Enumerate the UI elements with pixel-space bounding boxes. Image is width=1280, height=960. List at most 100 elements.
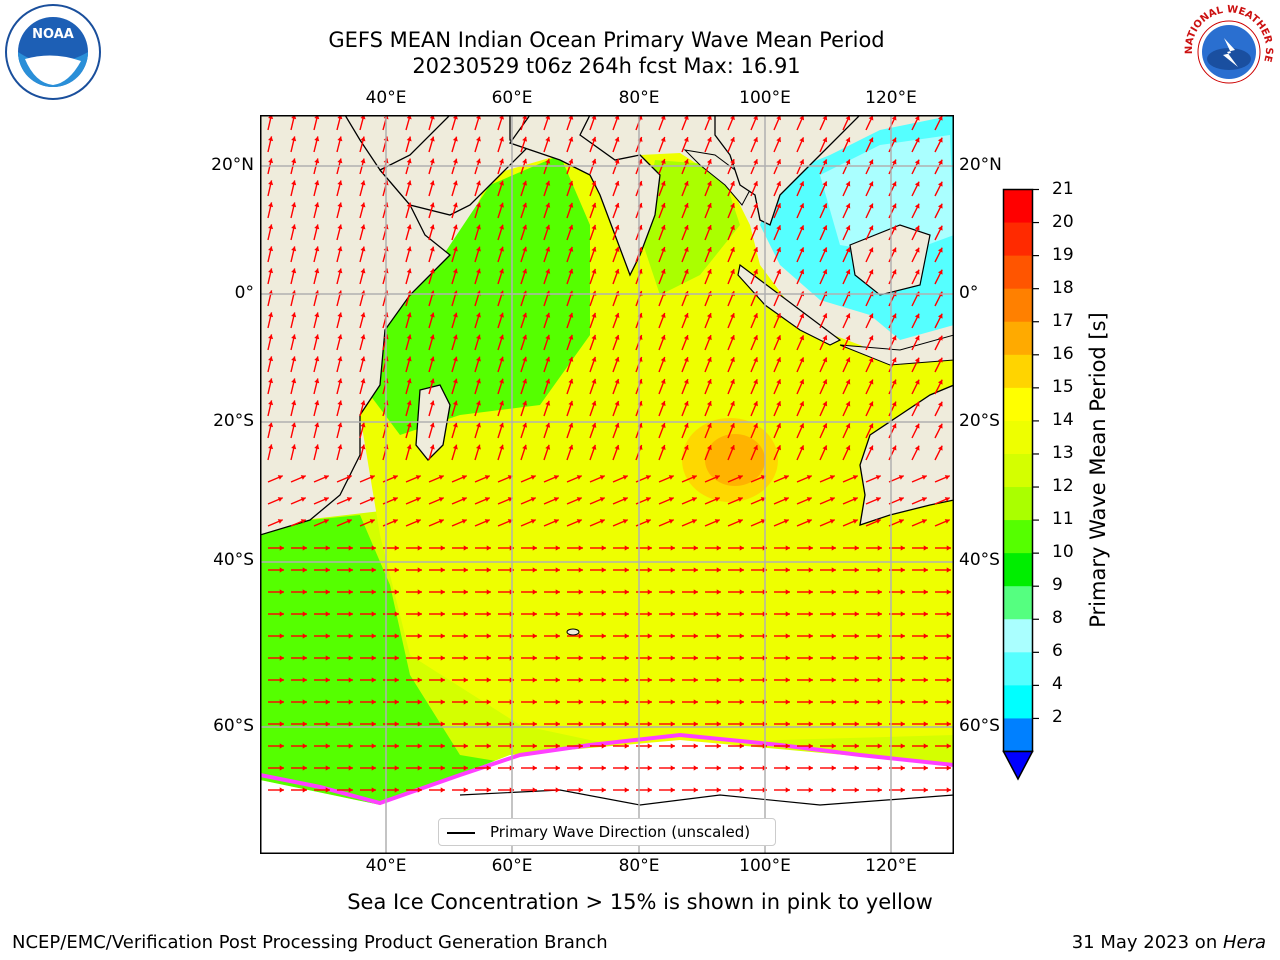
wave-arrow-head (601, 699, 606, 705)
wave-arrow-head (739, 633, 744, 639)
wave-arrow-head (921, 497, 927, 502)
wave-arrow-head (637, 225, 643, 230)
wave-arrow-head (279, 721, 284, 727)
wave-arrow-head (484, 475, 490, 480)
wave-arrow-head (691, 519, 697, 524)
wave-arrow-head (914, 225, 920, 231)
wave-arrow-head (601, 545, 606, 551)
wave-arrow-head (799, 115, 805, 121)
wave-arrow-head (937, 203, 943, 209)
wave-arrow-head (337, 268, 343, 274)
wave-arrow-head (808, 787, 813, 793)
wave-arrow-head (499, 136, 504, 142)
wave-arrow-head (808, 589, 813, 595)
colorbar-swatch (1003, 387, 1033, 422)
wave-arrow-head (346, 519, 352, 524)
wave-arrow-head (716, 589, 721, 595)
wave-arrow-head (291, 356, 297, 362)
wave-arrow-head (783, 519, 789, 524)
wave-arrow-head (392, 519, 398, 524)
wave-arrow-head (776, 225, 782, 231)
wave-arrow-head (337, 158, 343, 164)
wave-arrow-head (660, 379, 666, 384)
wave-arrow-head (693, 655, 698, 661)
wave-arrow-head (463, 787, 468, 793)
wave-arrow-head (291, 378, 297, 384)
wave-arrow-head (776, 181, 782, 187)
wave-arrow-head (325, 765, 330, 771)
wave-arrow-head (914, 401, 920, 407)
chart-subtitle: 20230529 t06z 264h fcst Max: 16.91 (412, 54, 801, 78)
wave-arrow-head (325, 787, 330, 793)
wave-arrow-head (647, 633, 652, 639)
wave-arrow-head (325, 611, 330, 617)
wave-arrow-head (314, 444, 320, 450)
wave-arrow-head (532, 633, 537, 639)
wave-arrow-head (394, 655, 399, 661)
wave-arrow-head (475, 136, 481, 142)
wave-arrow-head (568, 158, 574, 164)
wave-arrow-head (440, 545, 445, 551)
wave-arrow-head (891, 247, 897, 253)
wave-arrow-head (944, 519, 950, 524)
wave-arrow-head (660, 247, 666, 252)
wave-arrow-head (499, 158, 504, 164)
wave-arrow-head (417, 765, 422, 771)
wave-arrow-head (360, 268, 366, 274)
wave-arrow-head (360, 202, 366, 208)
wave-arrow-head (946, 787, 951, 793)
wave-arrow-head (532, 545, 537, 551)
wave-arrow-head (877, 787, 882, 793)
wave-arrow-head (808, 699, 813, 705)
wave-arrow-head (429, 136, 435, 142)
wave-arrow-head (706, 423, 712, 429)
left-lat-label: 60°S (213, 716, 254, 736)
wave-arrow-head (706, 357, 712, 363)
wave-arrow-head (822, 401, 828, 407)
wave-arrow-head (591, 246, 597, 252)
wave-arrow-head (637, 137, 643, 142)
wave-arrow-head (555, 545, 560, 551)
wave-arrow-head (325, 721, 330, 727)
wave-arrow-head (532, 567, 537, 573)
wave-arrow-head (360, 158, 366, 164)
wave-arrow-head (753, 247, 758, 253)
wave-arrow-head (776, 137, 782, 143)
wave-arrow-head (568, 422, 574, 428)
wave-arrow-head (822, 335, 828, 341)
colorbar (1002, 188, 1039, 781)
wave-arrow-head (568, 246, 574, 252)
wave-arrow-head (268, 334, 274, 340)
wave-arrow-head (499, 268, 504, 274)
wave-arrow-head (591, 400, 597, 406)
wave-arrow-head (854, 567, 859, 573)
wave-arrow-head (923, 743, 928, 749)
colorbar-tick-label: 8 (1052, 608, 1063, 629)
wave-arrow-head (337, 202, 343, 208)
wave-arrow-head (545, 224, 551, 230)
wave-arrow-head (417, 699, 422, 705)
wave-arrow-head (753, 313, 758, 319)
wave-arrow-head (291, 224, 297, 230)
wave-arrow-head (360, 312, 366, 318)
wave-arrow-head (730, 269, 735, 275)
wave-arrow-head (325, 589, 330, 595)
wave-arrow-head (637, 313, 643, 318)
wave-arrow-head (693, 545, 698, 551)
colorbar-swatch (1003, 520, 1033, 554)
wave-arrow-head (706, 203, 712, 209)
wave-arrow-head (499, 422, 504, 428)
wave-arrow-head (429, 246, 435, 252)
wave-arrow-head (532, 677, 537, 683)
noaa-logo: NOAA (5, 4, 101, 100)
wave-arrow-head (279, 545, 284, 551)
wave-arrow-head (799, 203, 805, 209)
wave-arrow-head (730, 225, 735, 231)
wave-arrow-head (914, 357, 920, 363)
wave-arrow-head (302, 677, 307, 683)
wave-arrow-head (660, 401, 666, 406)
wave-arrow-head (486, 611, 491, 617)
wave-arrow-head (716, 743, 721, 749)
wave-arrow-head (591, 356, 597, 362)
wave-arrow-head (452, 444, 458, 450)
